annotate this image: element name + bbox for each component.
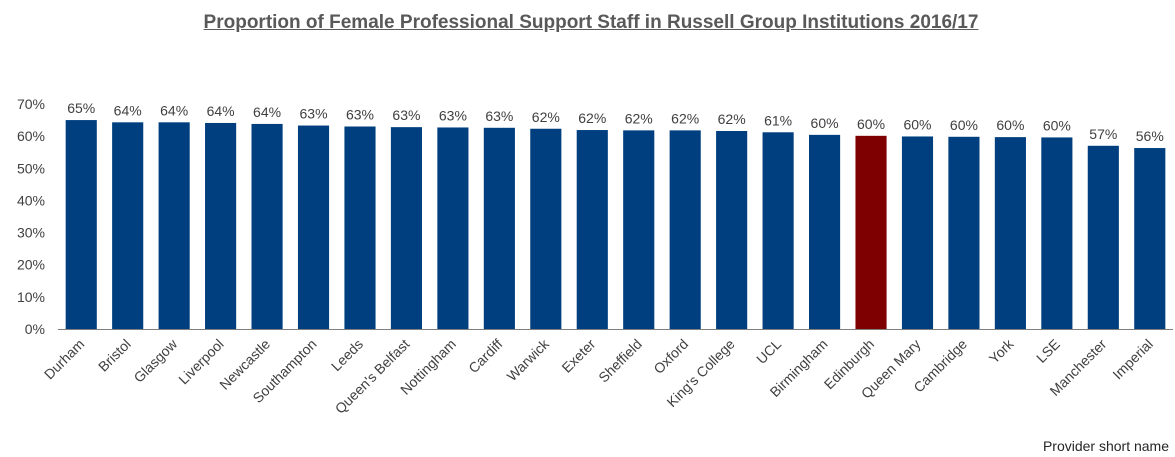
chart-title: Proportion of Female Professional Suppor… bbox=[203, 12, 979, 33]
x-category-label: Cardiff bbox=[465, 336, 505, 376]
bar-liverpool bbox=[205, 122, 237, 330]
x-category-label: Oxford bbox=[650, 336, 691, 377]
data-label: 62% bbox=[578, 110, 606, 126]
x-category-label: UCL bbox=[753, 336, 784, 367]
data-label: 60% bbox=[857, 116, 885, 132]
bar-imperial bbox=[1134, 148, 1166, 329]
x-category-label: Imperial bbox=[1109, 336, 1156, 383]
data-label: 62% bbox=[625, 110, 653, 126]
data-label: 60% bbox=[1043, 117, 1071, 133]
bar-bristol bbox=[112, 122, 144, 329]
data-label: 63% bbox=[300, 106, 328, 122]
data-label: 64% bbox=[160, 102, 188, 118]
x-category-label: LSE bbox=[1033, 336, 1063, 366]
y-tick-label: 30% bbox=[17, 225, 45, 241]
bar-cambridge bbox=[948, 136, 980, 329]
data-label: 61% bbox=[764, 112, 792, 128]
x-axis-categories: Durham BristolGlasgowLiverpoolNewcastleSo… bbox=[41, 335, 1156, 417]
data-labels: 65% 64% 64% 64% 64% 63% 63% 63% 63% 63% 62% 62% 62% 6… bbox=[67, 100, 1164, 144]
bar-newcastle bbox=[251, 123, 283, 330]
bar-exeter bbox=[576, 130, 608, 329]
data-label: 62% bbox=[671, 110, 699, 126]
x-category-label: York bbox=[986, 335, 1017, 366]
bar-edinburgh bbox=[855, 135, 887, 329]
bar-queen-s-belfast bbox=[390, 127, 422, 329]
x-category-label: Durham bbox=[41, 336, 88, 383]
bar-york bbox=[994, 137, 1026, 329]
bar-ucl bbox=[762, 132, 794, 329]
data-label: 60% bbox=[903, 116, 931, 132]
bar-leeds bbox=[344, 126, 376, 329]
y-tick-label: 10% bbox=[17, 289, 45, 305]
bar-warwick bbox=[530, 128, 562, 329]
bar-birmingham bbox=[809, 134, 841, 329]
x-category-label: Sheffield bbox=[595, 336, 645, 386]
x-category-label: Leeds bbox=[328, 336, 366, 374]
y-tick-label: 70% bbox=[17, 96, 45, 112]
bar-cardiff bbox=[483, 127, 515, 329]
y-tick-label: 60% bbox=[17, 128, 45, 144]
data-label: 56% bbox=[1136, 128, 1164, 144]
y-tick-label: 50% bbox=[17, 160, 45, 176]
bars bbox=[65, 120, 1166, 330]
y-tick-label: 40% bbox=[17, 192, 45, 208]
data-label: 63% bbox=[392, 107, 420, 123]
bar-king-s-college bbox=[716, 131, 748, 329]
bar-queen-mary bbox=[901, 136, 934, 329]
bar-durham bbox=[65, 120, 97, 329]
data-label: 60% bbox=[996, 117, 1024, 133]
y-tick-label: 0% bbox=[25, 321, 45, 337]
bar-lse bbox=[1041, 137, 1073, 329]
bar-manchester bbox=[1087, 145, 1119, 329]
data-label: 65% bbox=[67, 100, 95, 116]
x-category-label: Bristol bbox=[95, 336, 134, 375]
data-label: 57% bbox=[1089, 126, 1117, 142]
y-tick-label: 20% bbox=[17, 257, 45, 273]
bar-oxford bbox=[669, 130, 701, 329]
data-label: 64% bbox=[253, 104, 281, 120]
x-axis-label: Provider short name bbox=[1042, 438, 1169, 454]
x-category-label: Exeter bbox=[558, 336, 598, 376]
bar-sheffield bbox=[623, 130, 655, 329]
data-label: 64% bbox=[207, 103, 235, 119]
data-label: 60% bbox=[950, 117, 978, 133]
x-category-label: Warwick bbox=[504, 335, 553, 384]
data-label: 64% bbox=[114, 102, 142, 118]
data-label: 63% bbox=[439, 107, 467, 123]
data-label: 63% bbox=[346, 107, 374, 123]
data-label: 63% bbox=[485, 108, 513, 124]
bar-nottingham bbox=[437, 127, 469, 330]
data-label: 60% bbox=[811, 115, 839, 131]
data-label: 62% bbox=[532, 109, 560, 125]
data-label: 62% bbox=[718, 111, 746, 127]
bar-glasgow bbox=[158, 122, 190, 329]
y-axis: 0% 10% 20% 30% 40% 50% 60% 70% bbox=[17, 96, 45, 337]
bar-southampton bbox=[297, 125, 330, 329]
x-category-label: Glasgow bbox=[130, 335, 180, 385]
